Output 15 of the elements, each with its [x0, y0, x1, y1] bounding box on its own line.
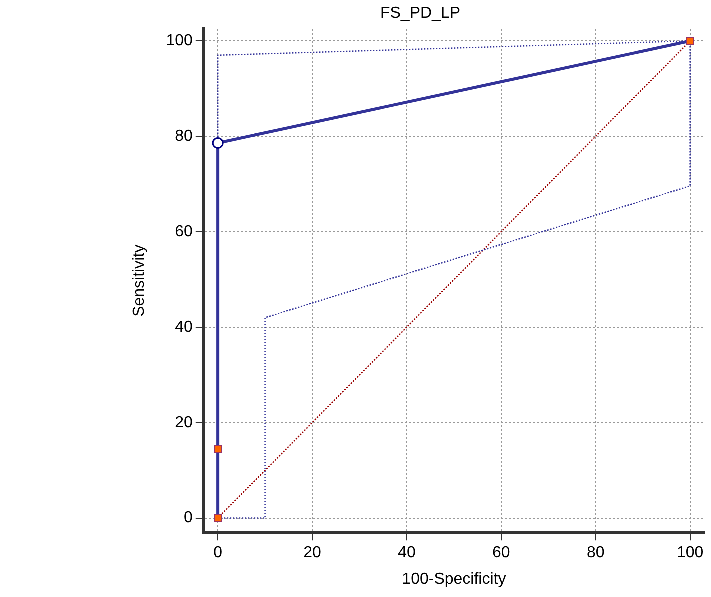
- y-tick-label: 60: [175, 223, 193, 240]
- x-tick-label: 60: [492, 544, 510, 562]
- y-tick-label: 20: [175, 414, 193, 432]
- y-tick-label: 100: [166, 32, 193, 50]
- y-axis-title: Sensitivity: [131, 244, 148, 317]
- x-tick-label: 20: [304, 544, 322, 562]
- chart-title: FS_PD_LP: [380, 5, 461, 22]
- y-tick-label: 0: [184, 510, 193, 527]
- x-tick-label: 80: [586, 544, 605, 562]
- x-axis-title: 100-Specificity: [402, 570, 506, 588]
- y-tick-label: 40: [175, 318, 193, 336]
- x-tick-label: 40: [398, 544, 416, 562]
- y-tick-label: 80: [175, 128, 193, 145]
- x-tick-label: 100: [676, 544, 704, 562]
- x-tick-label: 0: [214, 544, 223, 562]
